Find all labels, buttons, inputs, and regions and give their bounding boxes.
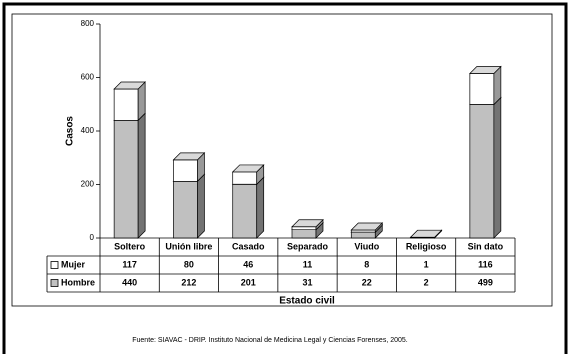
table-value: 80 (184, 259, 194, 269)
x-tick-label: Separado (287, 241, 329, 251)
bar-face (114, 89, 138, 120)
source-note: Fuente: SIAVAC - DRIP. Instituto Naciona… (132, 337, 408, 344)
table-value: 2 (424, 277, 429, 287)
bar-segment (114, 82, 145, 120)
y-tick-label: 200 (81, 180, 95, 189)
bar-segment (173, 153, 204, 181)
legend-label: Mujer (61, 259, 86, 269)
table-value: 1 (424, 259, 429, 269)
y-tick-label: 600 (81, 73, 95, 82)
bar-face (292, 230, 316, 238)
bar-face (197, 174, 204, 238)
table-value: 116 (478, 259, 493, 269)
bar-segment (173, 174, 204, 238)
table-value: 440 (122, 277, 137, 287)
bar-face (233, 172, 257, 184)
bar-segment (114, 113, 145, 238)
table-value: 212 (181, 277, 196, 287)
bar-segment (411, 230, 442, 237)
x-tick-label: Unión libre (165, 241, 212, 251)
y-tick-label: 400 (81, 126, 95, 135)
table-value: 46 (243, 259, 253, 269)
y-tick-label: 0 (90, 233, 95, 242)
bar-segment (470, 66, 501, 104)
legend-label: Hombre (61, 277, 95, 287)
bar-face (233, 184, 257, 238)
bar-face (494, 98, 501, 238)
table-value: 8 (364, 259, 369, 269)
bar-segment (470, 98, 501, 238)
x-tick-label: Casado (232, 241, 265, 251)
x-axis-label: Estado civil (279, 296, 335, 307)
x-tick-label: Viudo (354, 241, 379, 251)
x-tick-label: Religioso (406, 241, 447, 251)
table-value: 117 (122, 259, 137, 269)
bar-face (470, 105, 494, 238)
legend-swatch (51, 262, 58, 269)
bar-face (292, 227, 316, 230)
bar-face (173, 160, 197, 181)
bar-segment (233, 165, 264, 184)
bar-segment (233, 177, 264, 238)
bar-face (173, 181, 197, 238)
x-tick-label: Sin dato (468, 241, 504, 251)
bar-face (138, 113, 145, 238)
bar-face (470, 73, 494, 104)
table-value: 11 (303, 259, 313, 269)
legend-swatch (51, 280, 58, 287)
table-value: 499 (478, 277, 493, 287)
bar-face (351, 232, 375, 238)
bar-face (257, 177, 264, 238)
bar-face (114, 120, 138, 238)
table-value: 201 (241, 277, 256, 287)
y-axis-label: Casos (65, 116, 76, 146)
table-value: 31 (302, 277, 312, 287)
y-tick-label: 800 (81, 19, 95, 28)
x-tick-label: Soltero (114, 241, 146, 251)
table-value: 22 (362, 277, 372, 287)
bar-face (411, 230, 442, 237)
